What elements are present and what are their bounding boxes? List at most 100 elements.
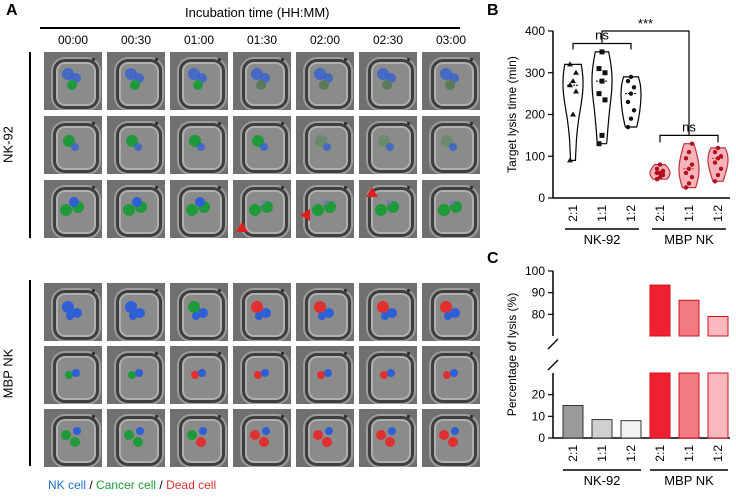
microscopy-tile xyxy=(170,346,228,404)
tile-marker xyxy=(470,289,473,292)
data-point xyxy=(570,78,576,84)
cell-marker xyxy=(192,312,200,320)
microscopy-tile xyxy=(296,116,354,174)
tile-marker xyxy=(92,352,95,355)
data-point xyxy=(683,170,689,176)
microwell xyxy=(431,353,477,403)
cell-marker xyxy=(191,371,199,379)
y-tick-label: 10 xyxy=(532,409,546,423)
bar-lower-segment xyxy=(678,372,700,439)
data-point xyxy=(686,149,692,155)
bar-upper-segment xyxy=(707,316,729,337)
data-point xyxy=(599,78,605,84)
y-tick-label: 80 xyxy=(532,307,546,321)
microscopy-tile xyxy=(170,409,228,467)
cell-marker xyxy=(376,430,386,440)
microscopy-tile xyxy=(296,283,354,341)
bar xyxy=(562,405,584,439)
cell-marker xyxy=(193,80,203,90)
cell-marker xyxy=(387,308,397,318)
bar-lower-segment xyxy=(707,372,729,439)
cell-marker xyxy=(449,199,455,205)
panel-c-letter: C xyxy=(487,250,499,267)
tile-marker xyxy=(470,415,473,418)
tile-marker xyxy=(155,352,158,355)
y-tick-label: 200 xyxy=(525,108,545,122)
tile-marker xyxy=(407,415,410,418)
group-label: NK-92 xyxy=(584,473,621,488)
data-point xyxy=(686,166,692,171)
category-label: 1:1 xyxy=(682,205,696,222)
cell-marker xyxy=(323,199,329,205)
cell-marker xyxy=(71,73,81,83)
category-label: 1:1 xyxy=(595,445,609,462)
tile-marker xyxy=(344,352,347,355)
category-label: 2:1 xyxy=(653,445,667,462)
data-point xyxy=(660,168,666,174)
y-tick-label: 100 xyxy=(525,264,545,278)
microwell xyxy=(242,353,288,403)
tile-marker xyxy=(218,289,221,292)
cell-marker xyxy=(386,143,394,151)
microscopy-tile xyxy=(44,116,102,174)
tile-marker xyxy=(281,186,284,189)
microscopy-tile xyxy=(170,283,228,341)
tile-marker xyxy=(281,58,284,61)
tile-marker xyxy=(92,186,95,189)
time-label: 02:30 xyxy=(372,33,404,47)
cell-marker xyxy=(134,143,142,151)
cell-marker xyxy=(129,312,137,320)
tile-marker xyxy=(470,122,473,125)
cell-marker xyxy=(259,437,269,447)
cell-marker xyxy=(195,197,205,207)
cell-marker xyxy=(449,143,457,151)
data-point xyxy=(712,149,718,155)
microscopy-tile xyxy=(359,409,417,467)
category-label: 1:1 xyxy=(595,205,609,222)
category-label: 2:1 xyxy=(566,445,580,462)
arrowhead-marker xyxy=(236,222,248,232)
cell-marker xyxy=(197,73,207,83)
mbpnk-bracket xyxy=(29,280,31,466)
group-label: MBP NK xyxy=(664,232,714,247)
microscopy-tile xyxy=(170,52,228,110)
microscopy-tile xyxy=(44,180,102,238)
microwell xyxy=(242,290,288,340)
cell-marker xyxy=(388,427,396,435)
cell-marker xyxy=(325,427,333,435)
microscopy-tile xyxy=(233,409,291,467)
tile-marker xyxy=(155,186,158,189)
microscopy-tile xyxy=(233,52,291,110)
cell-marker xyxy=(380,371,388,379)
cell-marker xyxy=(66,312,74,320)
cell-marker xyxy=(318,312,326,320)
microscopy-tile xyxy=(422,346,480,404)
data-point xyxy=(628,74,634,80)
tile-marker xyxy=(344,415,347,418)
cell-marker xyxy=(382,80,392,90)
data-point xyxy=(712,160,718,165)
data-point xyxy=(628,91,634,96)
cell-marker xyxy=(125,301,137,313)
cell-marker xyxy=(188,301,200,313)
cell-marker xyxy=(262,427,270,435)
bar xyxy=(591,419,613,439)
cell-marker xyxy=(67,80,77,90)
cell-marker xyxy=(450,369,458,377)
cell-marker xyxy=(312,204,324,216)
microscopy-tile xyxy=(44,409,102,467)
microscopy-tile xyxy=(233,116,291,174)
cell-marker xyxy=(130,80,140,90)
cell-marker xyxy=(260,143,268,151)
tile-marker xyxy=(155,289,158,292)
tile-marker xyxy=(155,58,158,61)
tile-marker xyxy=(218,58,221,61)
cell-marker xyxy=(385,437,395,447)
arrowhead-marker xyxy=(300,209,310,221)
microwell xyxy=(53,290,99,340)
tile-marker xyxy=(281,415,284,418)
cell-marker xyxy=(375,204,387,216)
arrowhead-marker xyxy=(366,187,378,197)
cell-marker xyxy=(313,430,323,440)
tile-marker xyxy=(470,186,473,189)
